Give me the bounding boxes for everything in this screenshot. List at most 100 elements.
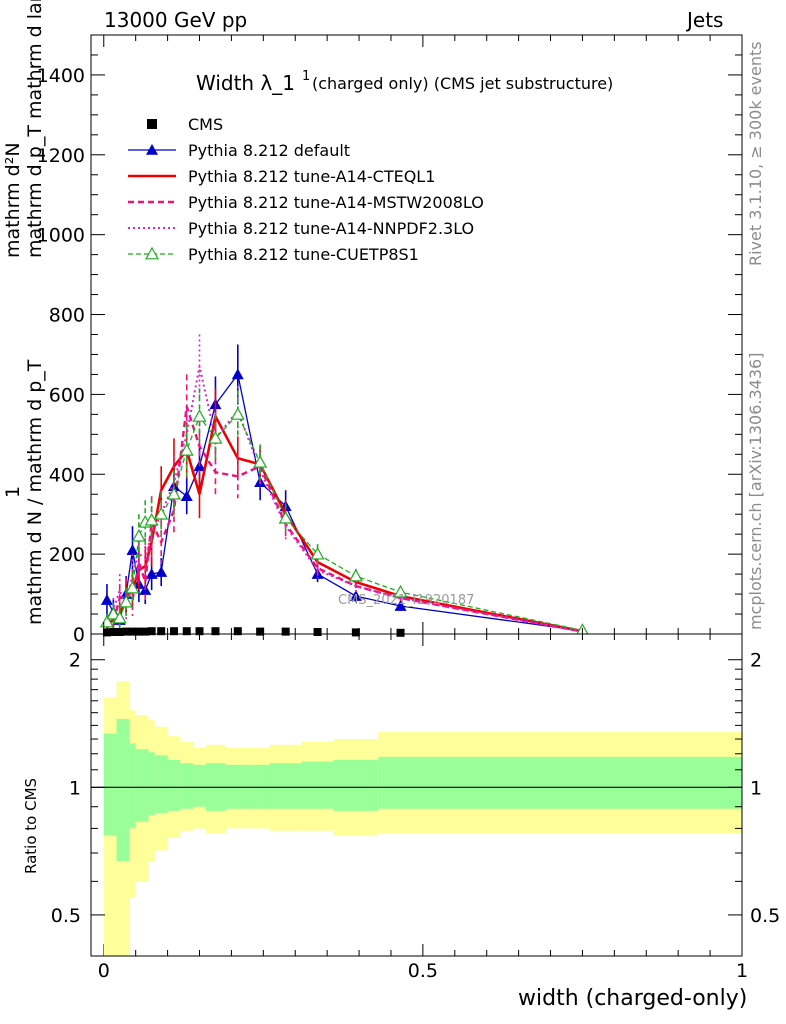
y-tick-label: 1400: [37, 65, 85, 87]
band-inner-bin: [148, 752, 155, 816]
band-inner-bin: [301, 761, 334, 809]
series-marker: [253, 455, 268, 468]
x-tick-label: 1: [736, 960, 748, 982]
legend-marker: [144, 246, 160, 260]
series-marker: [349, 590, 362, 601]
band-inner-bin: [110, 733, 117, 836]
legend-label: Pythia 8.212 tune-A14-MSTW2008LO: [188, 193, 484, 212]
ratio-y-tick-label-right: 2: [750, 650, 762, 672]
legend: CMS Pythia 8.212 default Pythia 8.212 tune…: [128, 115, 484, 264]
legend-label: Pythia 8.212 tune-CUETP8S1: [188, 245, 419, 264]
legend-entry-6: Pythia 8.212 tune-CUETP8S1: [128, 245, 419, 264]
legend-entry-1: CMS: [147, 115, 223, 134]
cms-data-point: [313, 628, 322, 637]
title-rest: (charged only) (CMS jet substructure): [312, 74, 613, 93]
series-marker: [179, 443, 194, 456]
legend-entry-4: Pythia 8.212 tune-A14-MSTW2008LO: [128, 193, 484, 212]
y-tick-label: 1200: [37, 145, 85, 167]
cms-data-point: [396, 628, 405, 637]
series-marker: [125, 580, 140, 594]
cms-data-point: [128, 627, 137, 636]
band-inner-bin: [167, 760, 181, 811]
cms-data-point: [157, 627, 166, 636]
ratio-frame: [90, 633, 743, 957]
legend-label: Pythia 8.212 tune-A14-CTEQL1: [188, 167, 435, 186]
ratio-y-tick-label: 2: [69, 650, 81, 672]
series-5: [99, 388, 589, 634]
y-tick-label: 400: [49, 464, 85, 486]
series-marker: [131, 528, 146, 542]
ratio-bands: [103, 681, 742, 956]
series-marker: [180, 490, 193, 502]
series-marker: [278, 510, 293, 524]
header-process: 13000 GeV pp: [104, 8, 248, 32]
band-inner-bin: [193, 764, 206, 807]
y-tick-label: 1000: [37, 225, 85, 247]
legend-entry-5: Pythia 8.212 tune-A14-NNPDF2.3LO: [128, 219, 474, 238]
band-inner-bin: [135, 749, 143, 822]
series-marker: [126, 544, 139, 555]
header-category: Jets: [687, 8, 724, 32]
cms-data: [102, 627, 405, 637]
band-inner-bin: [103, 733, 111, 836]
cms-data-point: [233, 627, 242, 636]
legend-label: Pythia 8.212 default: [188, 141, 350, 160]
series-group: [99, 334, 589, 634]
y-tick-label: 200: [49, 544, 85, 566]
ratio-y-ticks: 0.5 0.5 1 1 2 2: [51, 633, 780, 957]
ratio-y-tick-label: 0.5: [51, 905, 81, 927]
ratio-plot: 0.5 0.5 1 1 2 2: [51, 633, 780, 957]
chart-title: Width λ_1 1 (charged only) (CMS jet substr…: [196, 69, 613, 95]
x-ticks: 0 0.5 1: [98, 35, 748, 982]
band-inner-bin: [378, 756, 742, 809]
band-inner-bin: [180, 763, 194, 809]
band-inner-bin: [154, 755, 168, 813]
series-marker: [155, 566, 168, 577]
legend-entry-3: Pythia 8.212 tune-A14-CTEQL1: [128, 167, 435, 186]
cms-data-point: [109, 628, 118, 637]
band-inner-bin: [129, 743, 136, 829]
series-marker: [119, 594, 134, 608]
x-tick-label: 0: [98, 960, 110, 982]
series-marker: [166, 486, 181, 500]
cms-data-point: [134, 627, 143, 636]
ratio-y-tick-label-right: 1: [750, 777, 762, 799]
watermark: CMS_2021_I1920187: [338, 593, 474, 608]
cms-data-point: [115, 628, 124, 637]
legend-entry-2: Pythia 8.212 default: [128, 141, 350, 160]
y-ticks: 0 200 400 600 800 1000 1200 1400: [37, 34, 742, 646]
title-main: Width λ_1: [196, 71, 295, 95]
band-inner-bin: [269, 763, 302, 809]
series-marker: [231, 368, 244, 380]
series-marker: [310, 546, 325, 560]
legend-marker: [147, 119, 157, 129]
band-inner-bin: [116, 718, 123, 862]
cms-data-point: [102, 628, 111, 637]
series-marker: [154, 506, 169, 520]
series-marker: [106, 606, 121, 620]
series-marker: [348, 568, 363, 582]
legend-label: Pythia 8.212 tune-A14-NNPDF2.3LO: [188, 219, 474, 238]
cms-data-point: [169, 627, 178, 636]
series-marker: [208, 431, 223, 444]
cms-data-point: [351, 628, 360, 637]
band-inner-bin: [122, 718, 130, 862]
title-superscript: 1: [302, 69, 310, 84]
x-tick-label: 0.5: [408, 960, 438, 982]
series-line: [106, 406, 583, 633]
y-tick-label: 0: [73, 624, 85, 646]
series-marker: [100, 594, 113, 605]
band-inner-bin: [333, 760, 379, 811]
cms-data-point: [256, 627, 265, 636]
series-marker: [394, 600, 407, 611]
cms-data-point: [211, 627, 220, 636]
y-tick-label: 600: [49, 384, 85, 406]
cms-data-point: [281, 627, 290, 636]
legend-label: CMS: [188, 115, 223, 134]
cms-data-point: [141, 627, 150, 636]
ratio-y-tick-label-right: 0.5: [750, 905, 780, 927]
series-marker: [230, 407, 245, 420]
ratio-y-tick-label: 1: [69, 777, 81, 799]
